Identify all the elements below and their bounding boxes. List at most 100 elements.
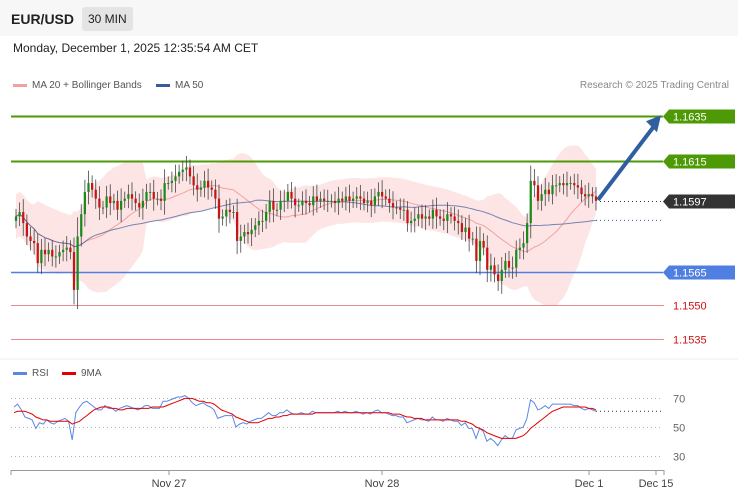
candle bbox=[170, 171, 173, 193]
candle bbox=[471, 232, 474, 246]
candle-body bbox=[442, 218, 445, 221]
candle-body bbox=[246, 232, 250, 235]
candle bbox=[72, 237, 76, 305]
level-1-1550-label: 1.1550 bbox=[673, 301, 707, 313]
level-1-1597-label: 1.1597 bbox=[673, 197, 707, 209]
candle bbox=[250, 217, 253, 247]
candle bbox=[594, 186, 598, 211]
candle bbox=[152, 179, 155, 211]
candle-body bbox=[268, 200, 271, 212]
candle-body bbox=[130, 194, 134, 199]
legend-ma50-swatch bbox=[156, 83, 170, 87]
candle bbox=[25, 214, 28, 246]
candle bbox=[362, 191, 366, 211]
candle bbox=[196, 173, 199, 202]
candle-body bbox=[366, 200, 369, 204]
legend-rsi-label: RSI bbox=[32, 368, 49, 379]
candle-body bbox=[341, 198, 344, 201]
candle-body bbox=[217, 198, 221, 219]
candle bbox=[159, 189, 163, 211]
candle bbox=[83, 179, 86, 227]
candle bbox=[105, 185, 108, 219]
candle bbox=[178, 164, 181, 184]
candle-body bbox=[207, 180, 210, 188]
candle-body bbox=[453, 216, 456, 221]
candle-body bbox=[370, 200, 373, 206]
candle-body bbox=[272, 200, 275, 210]
candle-body bbox=[439, 216, 442, 219]
candle-body bbox=[522, 243, 525, 248]
timestamp: Monday, December 1, 2025 12:35:54 AM CET bbox=[13, 41, 259, 55]
candle-body bbox=[373, 196, 376, 206]
candle-body bbox=[163, 183, 166, 201]
candle-body bbox=[478, 240, 482, 261]
candle bbox=[420, 204, 424, 229]
candle bbox=[304, 189, 308, 215]
candle-body bbox=[275, 209, 279, 211]
candle bbox=[384, 189, 387, 206]
candle bbox=[330, 194, 333, 208]
candle-body bbox=[391, 203, 395, 208]
candle bbox=[417, 206, 420, 227]
projection-arrow bbox=[596, 115, 661, 202]
candle bbox=[265, 203, 268, 229]
candle-body bbox=[138, 203, 141, 208]
legend-9ma-label: 9MA bbox=[81, 368, 102, 379]
candle bbox=[562, 173, 565, 195]
legend-ma50: MA 50 bbox=[156, 80, 203, 91]
candle bbox=[65, 236, 68, 262]
candle bbox=[431, 199, 434, 229]
candle-body bbox=[80, 214, 83, 237]
candle-body bbox=[65, 247, 68, 250]
candle bbox=[188, 159, 192, 185]
candle bbox=[43, 238, 47, 267]
candle bbox=[439, 209, 442, 226]
candle bbox=[547, 182, 550, 202]
candle-body bbox=[167, 183, 170, 185]
candle-body bbox=[489, 265, 492, 270]
candle-body bbox=[214, 189, 217, 199]
candle-body bbox=[529, 180, 532, 224]
candle bbox=[246, 222, 250, 244]
candle bbox=[192, 166, 195, 196]
candle bbox=[62, 240, 65, 262]
candle bbox=[341, 191, 344, 208]
candle bbox=[116, 190, 119, 220]
candle bbox=[130, 182, 134, 211]
legend-ma50-label: MA 50 bbox=[175, 80, 204, 91]
candle-body bbox=[221, 216, 224, 219]
candle-body bbox=[504, 260, 507, 270]
candle bbox=[486, 235, 489, 283]
candle-body bbox=[449, 214, 453, 217]
candle-body bbox=[301, 200, 304, 206]
candle-body bbox=[573, 183, 576, 186]
candle-body bbox=[22, 211, 25, 224]
candle bbox=[36, 233, 39, 273]
candle bbox=[18, 202, 21, 227]
candle bbox=[138, 193, 141, 218]
rsi-tick-50: 50 bbox=[673, 423, 685, 435]
legend-rsi-swatch bbox=[13, 371, 27, 375]
candle bbox=[319, 191, 322, 208]
candle bbox=[522, 231, 525, 260]
candle bbox=[58, 244, 61, 264]
candle-body bbox=[174, 176, 177, 181]
candle bbox=[243, 224, 246, 244]
candle-body bbox=[547, 189, 550, 195]
candle-body bbox=[352, 198, 355, 201]
timeframe-button[interactable]: 30 MIN bbox=[82, 7, 133, 31]
candle-body bbox=[228, 209, 231, 212]
candle-body bbox=[493, 265, 496, 275]
candle-body bbox=[428, 216, 431, 219]
candle-body bbox=[265, 211, 268, 221]
candle-body bbox=[120, 200, 123, 210]
candles bbox=[14, 155, 598, 310]
candle-body bbox=[152, 191, 155, 199]
candle-body bbox=[551, 185, 554, 195]
candle-body bbox=[333, 200, 337, 204]
candle-body bbox=[239, 236, 242, 241]
candle-body bbox=[319, 198, 322, 201]
candle-body bbox=[500, 269, 503, 281]
candle bbox=[536, 176, 540, 210]
candle-body bbox=[518, 247, 521, 250]
